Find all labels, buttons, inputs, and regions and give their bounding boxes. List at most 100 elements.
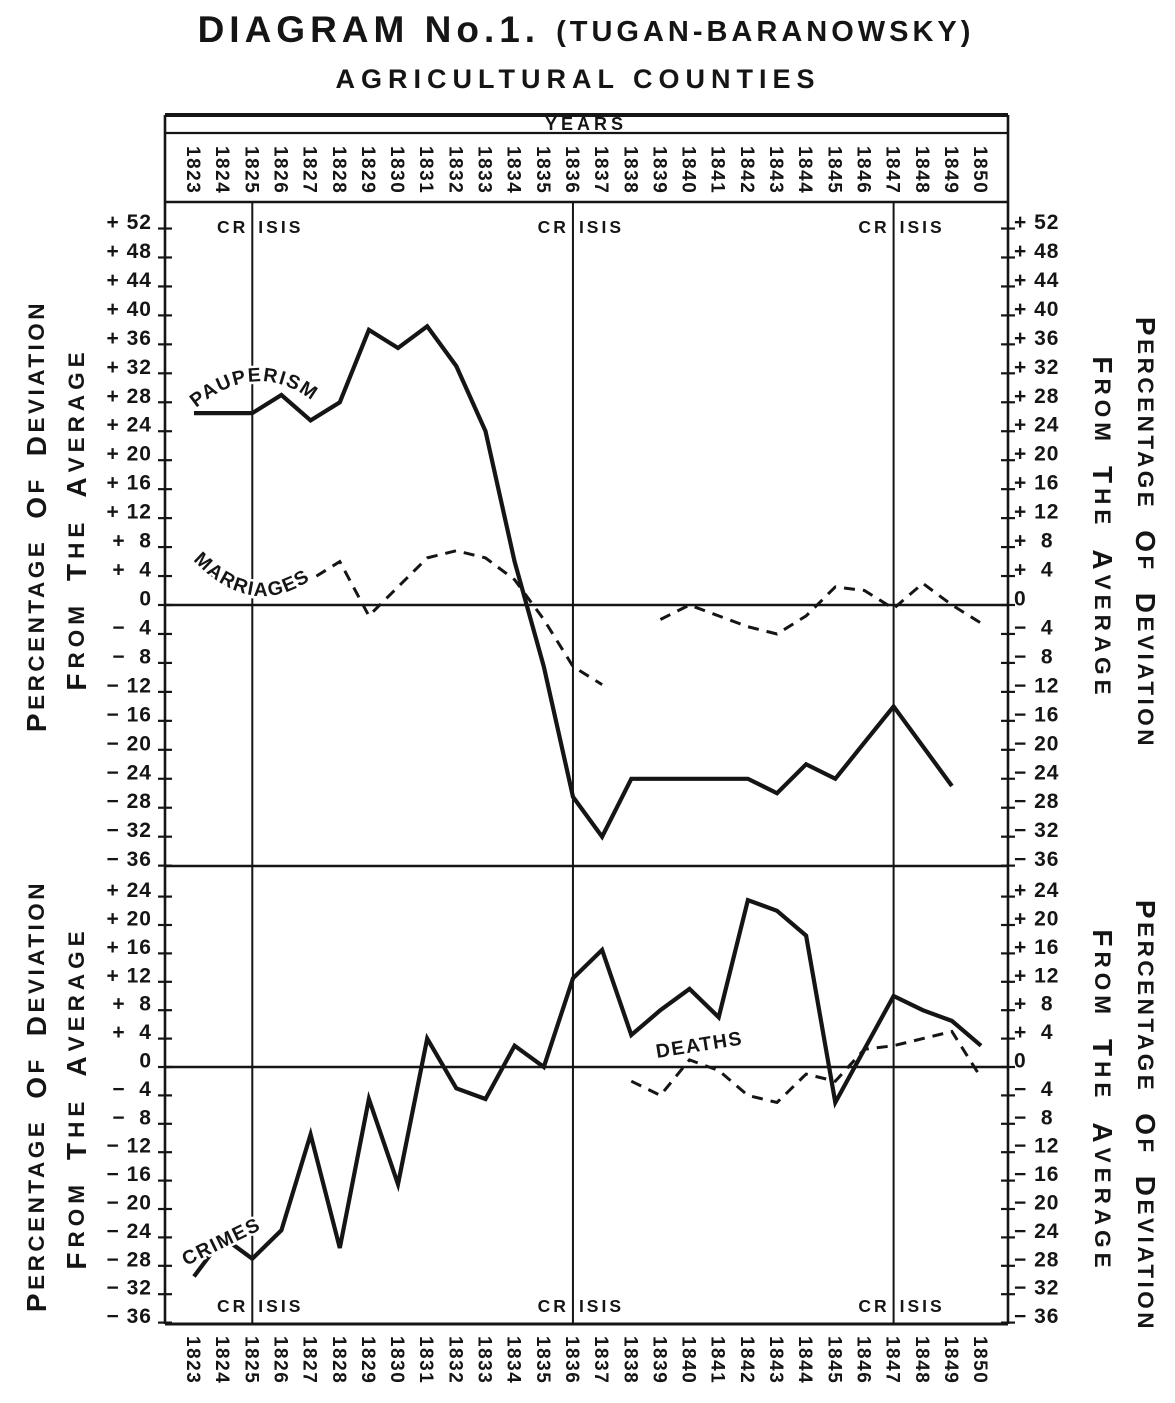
ytick-label-left: + 24: [107, 879, 152, 902]
year-label-bottom: 1829: [357, 1336, 378, 1384]
year-label-top: 1843: [765, 146, 786, 194]
ytick-label-right: + 8: [1014, 530, 1054, 553]
axis-title-inner-left-bottom: FROMTHEAVERAGE: [61, 926, 92, 1269]
crisis-label: CR: [538, 1296, 569, 1316]
year-label-top: 1850: [969, 146, 990, 194]
ytick-label-left: − 4: [112, 1078, 152, 1101]
ytick-label-right: + 8: [1014, 993, 1054, 1016]
year-label-bottom: 1828: [328, 1336, 349, 1384]
ytick-label-left: − 4: [112, 616, 152, 639]
ytick-label-right: + 32: [1014, 356, 1059, 379]
year-label-top: 1828: [328, 146, 349, 194]
series-pauperism-line: [194, 323, 954, 841]
ytick-label-right: − 32: [1014, 1277, 1059, 1300]
ytick-label-left: − 32: [107, 1277, 152, 1300]
ytick-label-left: + 8: [112, 993, 152, 1016]
axis-title-outer-right-bottom: PERCENTAGEOFDEVIATION: [1131, 900, 1162, 1332]
ytick-label-right: + 40: [1014, 298, 1059, 321]
year-label-top: 1827: [299, 146, 320, 194]
year-label-top: 1846: [852, 146, 873, 194]
ytick-label-right: − 20: [1014, 1192, 1059, 1215]
year-label-bottom: 1838: [619, 1336, 640, 1384]
year-label-bottom: 1840: [678, 1336, 699, 1384]
ytick-label-right: − 24: [1014, 761, 1059, 784]
ytick-label-right: − 12: [1014, 674, 1059, 697]
axis-title-inner-right-bottom: FROMTHEAVERAGE: [1088, 929, 1119, 1272]
axis-title-outer-left-bottom: PERCENTAGEOFDEVIATION: [21, 880, 52, 1312]
ytick-label-left: + 28: [107, 385, 152, 408]
ytick-label-right: + 4: [1014, 1021, 1054, 1044]
year-label-top: 1844: [794, 146, 815, 194]
ytick-label-right: 0: [1014, 588, 1027, 611]
year-label-bottom: 1845: [823, 1336, 844, 1384]
ytick-label-right: + 4: [1014, 559, 1054, 582]
ytick-label-left: 0: [139, 1050, 152, 1073]
year-label-top: 1834: [503, 146, 524, 194]
year-label-bottom: 1848: [911, 1336, 932, 1384]
year-label-top: 1838: [619, 146, 640, 194]
year-label-bottom: 1825: [240, 1336, 261, 1384]
ytick-label-left: − 16: [107, 703, 152, 726]
year-label-top: 1847: [882, 146, 903, 194]
ytick-label-left: + 40: [107, 298, 152, 321]
ytick-label-left: + 16: [107, 936, 152, 959]
ytick-label-right: − 16: [1014, 703, 1059, 726]
year-label-bottom: 1844: [794, 1336, 815, 1384]
ytick-label-left: − 20: [107, 732, 152, 755]
year-label-top: 1832: [444, 146, 465, 194]
ytick-label-left: − 8: [112, 645, 152, 668]
series-crimes-line: [192, 897, 983, 1278]
ytick-label-left: − 36: [107, 1305, 152, 1328]
ytick-label-left: 0: [139, 588, 152, 611]
ytick-label-right: − 8: [1014, 1106, 1054, 1129]
year-label-top: 1823: [182, 146, 203, 194]
year-label-bottom: 1833: [474, 1336, 495, 1384]
ytick-label-left: + 36: [107, 327, 152, 350]
year-label-bottom: 1847: [882, 1336, 903, 1384]
ytick-label-left: + 4: [112, 1021, 152, 1044]
ytick-label-right: 0: [1014, 1050, 1027, 1073]
ytick-label-right: − 16: [1014, 1163, 1059, 1186]
page-title-paren: (TUGAN-BARANOWSKY): [556, 16, 974, 48]
ytick-label-left: − 28: [107, 1248, 152, 1271]
year-label-top: 1824: [211, 146, 232, 194]
year-label-bottom: 1823: [182, 1336, 203, 1384]
ytick-label-left: + 20: [107, 908, 152, 931]
ytick-label-left: − 28: [107, 790, 152, 813]
year-label-top: 1830: [386, 146, 407, 194]
crisis-label: ISIS: [900, 1296, 945, 1316]
series-marriages-line: [659, 581, 982, 636]
ytick-label-left: + 24: [107, 414, 152, 437]
ytick-label-right: − 12: [1014, 1135, 1059, 1158]
ytick-label-left: + 44: [107, 269, 152, 292]
year-label-top: 1837: [590, 146, 611, 194]
year-label-top: 1849: [940, 146, 961, 194]
crisis-label: ISIS: [579, 217, 624, 237]
axis-title-outer-left-top: PERCENTAGEOFDEVIATION: [21, 300, 52, 732]
crisis-label: ISIS: [900, 217, 945, 237]
ytick-label-right: − 20: [1014, 732, 1059, 755]
ytick-label-left: + 8: [112, 530, 152, 553]
ytick-label-right: + 24: [1014, 879, 1059, 902]
year-label-bottom: 1843: [765, 1336, 786, 1384]
crisis-label: CR: [217, 1296, 248, 1316]
ytick-label-right: + 12: [1014, 964, 1059, 987]
crisis-label: CR: [217, 217, 248, 237]
year-label-bottom: 1850: [969, 1336, 990, 1384]
ytick-label-right: − 28: [1014, 1248, 1059, 1271]
ytick-label-right: + 16: [1014, 936, 1059, 959]
ytick-label-left: − 12: [107, 1135, 152, 1158]
ytick-label-left: + 12: [107, 501, 152, 524]
year-label-bottom: 1849: [940, 1336, 961, 1384]
year-label-top: 1835: [532, 146, 553, 194]
year-label-bottom: 1826: [269, 1336, 290, 1384]
ytick-label-right: − 32: [1014, 819, 1059, 842]
ytick-label-right: − 4: [1014, 616, 1054, 639]
ytick-label-right: + 48: [1014, 240, 1059, 263]
years-axis-title: YEARS: [545, 114, 627, 134]
crisis-label: CR: [858, 1296, 889, 1316]
ytick-label-left: + 4: [112, 559, 152, 582]
